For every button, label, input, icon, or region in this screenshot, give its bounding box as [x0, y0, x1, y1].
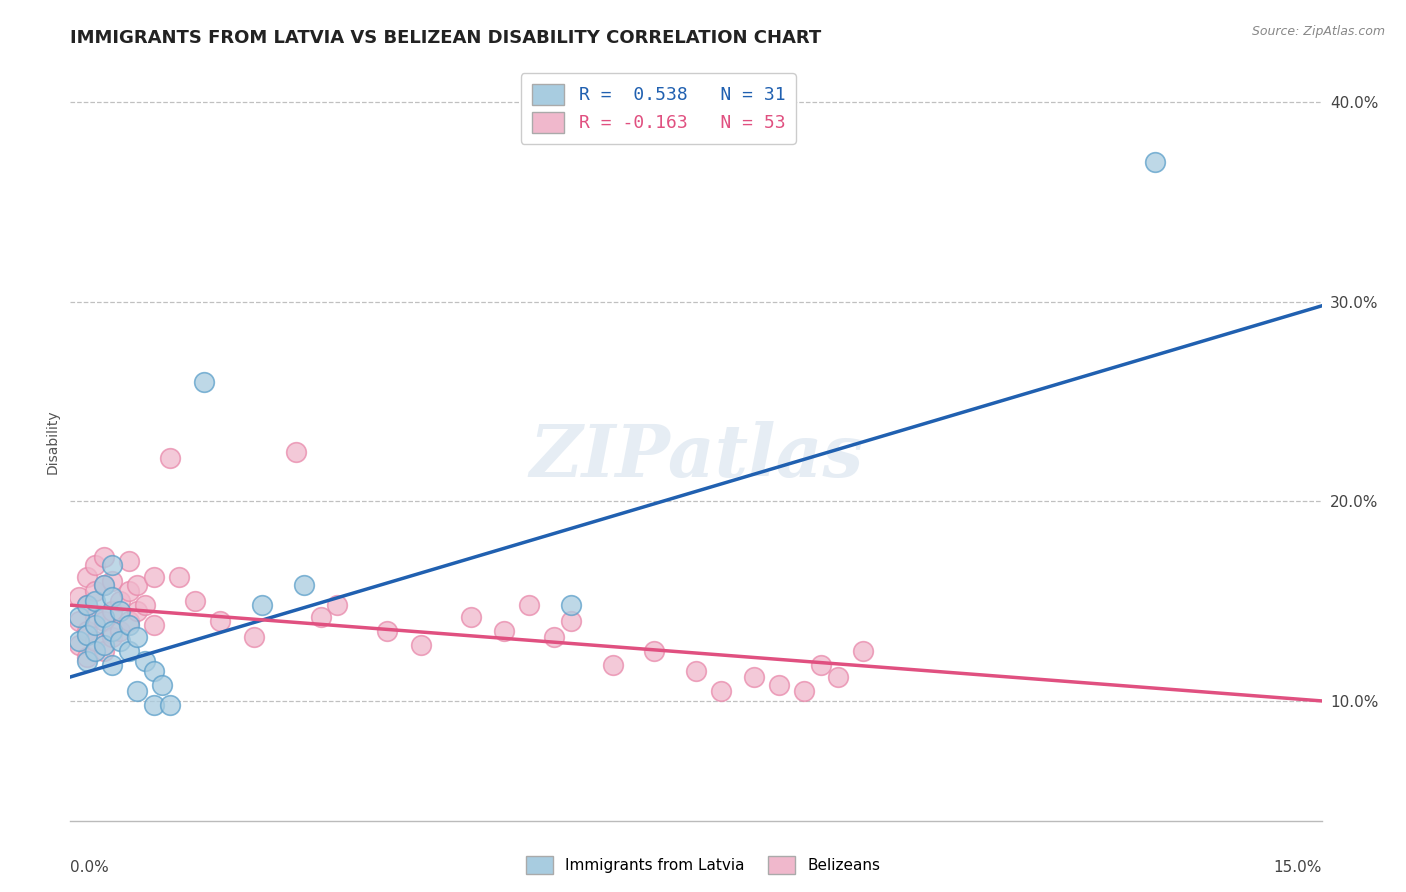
- Point: [517, 598, 540, 612]
- Point: [184, 594, 207, 608]
- Point: [76, 624, 98, 639]
- Point: [76, 598, 98, 612]
- Point: [84, 594, 107, 608]
- Point: [84, 634, 107, 648]
- Point: [101, 558, 124, 573]
- Point: [710, 684, 733, 698]
- Point: [67, 614, 90, 628]
- Text: Source: ZipAtlas.com: Source: ZipAtlas.com: [1251, 25, 1385, 38]
- Point: [76, 570, 98, 584]
- Point: [602, 658, 624, 673]
- Point: [93, 614, 115, 628]
- Point: [827, 670, 849, 684]
- Point: [93, 610, 115, 624]
- Text: IMMIGRANTS FROM LATVIA VS BELIZEAN DISABILITY CORRELATION CHART: IMMIGRANTS FROM LATVIA VS BELIZEAN DISAB…: [70, 29, 821, 47]
- Point: [118, 618, 141, 632]
- Point: [76, 654, 98, 668]
- Point: [67, 610, 90, 624]
- Point: [326, 598, 349, 612]
- Point: [125, 684, 148, 698]
- Point: [134, 654, 156, 668]
- Point: [193, 375, 215, 389]
- Point: [84, 610, 107, 624]
- Point: [118, 614, 141, 628]
- Point: [810, 658, 832, 673]
- Point: [409, 638, 432, 652]
- Point: [118, 584, 141, 599]
- Point: [101, 590, 124, 604]
- Point: [84, 618, 107, 632]
- Point: [93, 550, 115, 565]
- Point: [134, 598, 156, 612]
- Point: [685, 664, 707, 678]
- Point: [67, 590, 90, 604]
- Point: [852, 644, 875, 658]
- Point: [1143, 155, 1166, 169]
- Point: [67, 638, 90, 652]
- Point: [744, 670, 766, 684]
- Point: [101, 604, 124, 618]
- Point: [84, 584, 107, 599]
- Point: [110, 634, 132, 648]
- Point: [101, 574, 124, 589]
- Point: [125, 578, 148, 592]
- Point: [125, 630, 148, 644]
- Point: [167, 570, 190, 584]
- Point: [159, 450, 181, 465]
- Point: [309, 610, 332, 624]
- Legend: Immigrants from Latvia, Belizeans: Immigrants from Latvia, Belizeans: [519, 850, 887, 880]
- Point: [110, 604, 132, 618]
- Point: [250, 598, 273, 612]
- Point: [793, 684, 815, 698]
- Point: [460, 610, 482, 624]
- Point: [76, 628, 98, 642]
- Point: [643, 644, 665, 658]
- Point: [110, 624, 132, 639]
- Point: [543, 630, 565, 644]
- Point: [118, 644, 141, 658]
- Point: [93, 644, 115, 658]
- Point: [375, 624, 398, 639]
- Point: [76, 598, 98, 612]
- Point: [93, 578, 115, 592]
- Point: [101, 630, 124, 644]
- Point: [125, 604, 148, 618]
- Point: [560, 598, 582, 612]
- Point: [76, 650, 98, 665]
- Point: [768, 678, 790, 692]
- Point: [159, 698, 181, 712]
- Point: [142, 618, 165, 632]
- Point: [93, 638, 115, 652]
- Point: [494, 624, 516, 639]
- Point: [150, 678, 173, 692]
- Point: [292, 578, 315, 592]
- Point: [209, 614, 232, 628]
- Legend: R =  0.538   N = 31, R = -0.163   N = 53: R = 0.538 N = 31, R = -0.163 N = 53: [520, 73, 796, 144]
- Point: [67, 634, 90, 648]
- Point: [93, 578, 115, 592]
- Point: [560, 614, 582, 628]
- Point: [101, 624, 124, 639]
- Point: [110, 594, 132, 608]
- Point: [84, 644, 107, 658]
- Point: [142, 664, 165, 678]
- Point: [142, 698, 165, 712]
- Point: [284, 444, 307, 458]
- Y-axis label: Disability: Disability: [45, 409, 59, 474]
- Point: [101, 658, 124, 673]
- Point: [243, 630, 266, 644]
- Text: 15.0%: 15.0%: [1274, 860, 1322, 874]
- Text: 0.0%: 0.0%: [70, 860, 110, 874]
- Text: ZIPatlas: ZIPatlas: [529, 421, 863, 492]
- Point: [118, 554, 141, 568]
- Point: [84, 558, 107, 573]
- Point: [142, 570, 165, 584]
